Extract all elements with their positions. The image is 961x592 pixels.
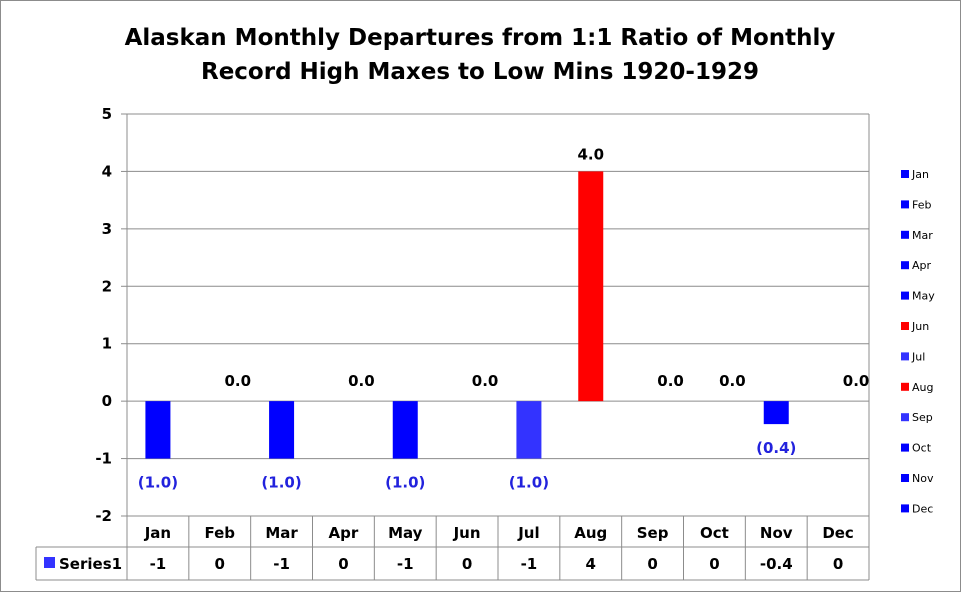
data-label: 0.0 bbox=[348, 372, 375, 390]
table-value: 0 bbox=[647, 555, 657, 573]
bar-may bbox=[392, 401, 418, 459]
table-value: 0 bbox=[338, 555, 348, 573]
legend-label: Feb bbox=[912, 198, 931, 211]
category-label: Jul bbox=[517, 524, 539, 542]
y-tick-label: 5 bbox=[102, 105, 112, 123]
category-label: Jan bbox=[144, 524, 171, 542]
data-label: (1.0) bbox=[509, 474, 549, 492]
legend-label: Jul bbox=[911, 350, 925, 363]
category-label: Aug bbox=[574, 524, 607, 542]
table-value: -1 bbox=[397, 555, 414, 573]
y-tick-label: -2 bbox=[95, 507, 112, 525]
legend-label: May bbox=[912, 290, 935, 303]
legend-swatch bbox=[901, 413, 909, 422]
data-label: (1.0) bbox=[261, 474, 301, 492]
category-label: Jun bbox=[453, 524, 481, 542]
bar-jul bbox=[516, 401, 542, 459]
category-label: Oct bbox=[700, 524, 729, 542]
table-value: -1 bbox=[150, 555, 167, 573]
legend-label: Jan bbox=[911, 168, 929, 181]
legend-swatch bbox=[901, 322, 909, 330]
category-label: Apr bbox=[329, 524, 359, 542]
y-tick-label: -1 bbox=[95, 450, 112, 468]
data-label: 0.0 bbox=[843, 372, 870, 390]
legend-swatch bbox=[901, 443, 909, 452]
chart-title-line: Record High Maxes to Low Mins 1920-1929 bbox=[201, 59, 759, 85]
legend-swatch bbox=[901, 200, 909, 209]
legend-label: Nov bbox=[912, 472, 934, 485]
series-name: Series1 bbox=[59, 555, 122, 573]
chart-title-line: Alaskan Monthly Departures from 1:1 Rati… bbox=[125, 25, 836, 51]
legend-swatch bbox=[901, 504, 909, 513]
y-tick-label: 4 bbox=[102, 162, 112, 180]
legend-label: Aug bbox=[912, 381, 933, 394]
data-label: 0.0 bbox=[657, 372, 684, 390]
legend-label: Sep bbox=[912, 411, 933, 424]
data-label: 0.0 bbox=[224, 372, 251, 390]
legend-swatch bbox=[901, 474, 909, 482]
category-label: Mar bbox=[265, 524, 298, 542]
bar-jan bbox=[145, 401, 171, 459]
y-tick-label: 2 bbox=[102, 277, 112, 295]
legend-label: Apr bbox=[912, 259, 932, 272]
table-value: 4 bbox=[586, 555, 596, 573]
bar-nov bbox=[763, 401, 789, 425]
legend-swatch bbox=[901, 170, 909, 178]
bar-aug bbox=[578, 171, 604, 402]
data-label: 0.0 bbox=[472, 372, 499, 390]
table-value: -1 bbox=[521, 555, 538, 573]
y-tick-label: 0 bbox=[102, 392, 112, 410]
legend-label: Dec bbox=[912, 502, 933, 515]
data-label: 4.0 bbox=[577, 145, 604, 163]
legend-label: Mar bbox=[912, 229, 933, 242]
y-tick-label: 1 bbox=[102, 335, 112, 353]
bar-mar bbox=[269, 401, 295, 459]
legend-label: Oct bbox=[912, 442, 932, 455]
legend-swatch bbox=[901, 352, 909, 361]
data-label: (1.0) bbox=[138, 474, 178, 492]
data-label: (0.4) bbox=[756, 439, 796, 457]
table-value: 0 bbox=[462, 555, 472, 573]
category-label: Nov bbox=[760, 524, 793, 542]
table-value: 0 bbox=[215, 555, 225, 573]
category-label: May bbox=[388, 524, 423, 542]
series-key-swatch bbox=[44, 557, 55, 568]
table-value: 0 bbox=[833, 555, 843, 573]
legend-swatch bbox=[901, 230, 909, 239]
data-label: 0.0 bbox=[719, 372, 746, 390]
category-label: Feb bbox=[204, 524, 235, 542]
category-label: Dec bbox=[822, 524, 854, 542]
category-label: Sep bbox=[637, 524, 669, 542]
data-label: (1.0) bbox=[385, 474, 425, 492]
table-value: 0 bbox=[709, 555, 719, 573]
legend-swatch bbox=[901, 291, 909, 300]
legend-swatch bbox=[901, 261, 909, 270]
legend-label: Jun bbox=[911, 320, 929, 333]
table-value: -1 bbox=[273, 555, 290, 573]
legend-swatch bbox=[901, 382, 909, 391]
table-value: -0.4 bbox=[760, 555, 793, 573]
y-tick-label: 3 bbox=[102, 220, 112, 238]
